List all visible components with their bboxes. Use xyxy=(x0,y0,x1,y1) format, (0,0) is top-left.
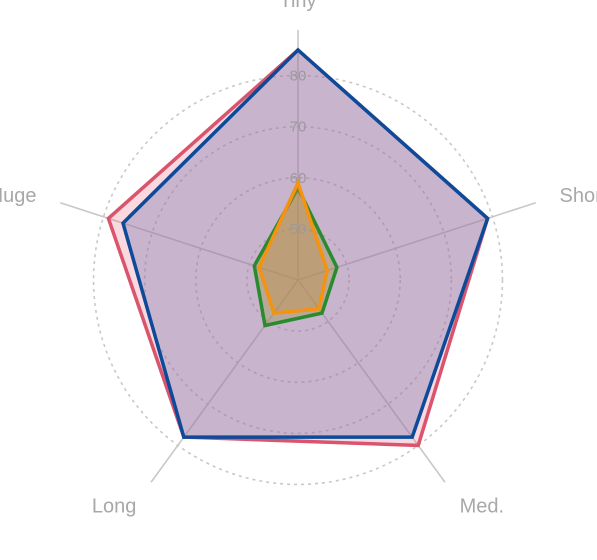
series-polygon-2 xyxy=(252,184,339,328)
axis-label-1: Short xyxy=(560,185,597,207)
grid-ring-1 xyxy=(194,176,402,384)
axis-labels: Tiny Short Med. Long Huge xyxy=(0,0,597,518)
axis-label-0: Tiny xyxy=(279,0,316,12)
radial-tick-labels: 50 60 70 80 xyxy=(290,68,307,238)
tick-label-2: 70 xyxy=(290,119,307,136)
grid-ring-3 xyxy=(92,74,504,486)
series-polygon-1 xyxy=(121,47,490,439)
tick-label-1: 60 xyxy=(290,170,307,187)
axis-label-3: Long xyxy=(92,496,137,518)
tick-label-3: 80 xyxy=(290,68,307,85)
tick-label-0: 50 xyxy=(290,221,307,238)
axis-label-2: Med. xyxy=(460,496,504,518)
radar-series xyxy=(106,47,490,448)
series-polygon-3 xyxy=(257,178,330,315)
axis-label-4: Huge xyxy=(0,185,37,207)
